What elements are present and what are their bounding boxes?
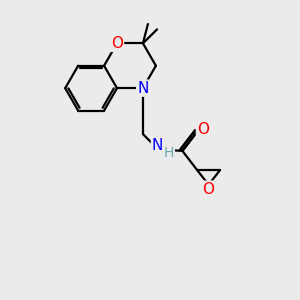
Text: O: O [197,122,209,137]
Text: N: N [152,138,163,153]
Text: N: N [137,81,148,96]
Text: O: O [202,182,214,197]
Text: O: O [111,36,123,51]
Text: H: H [164,146,174,160]
